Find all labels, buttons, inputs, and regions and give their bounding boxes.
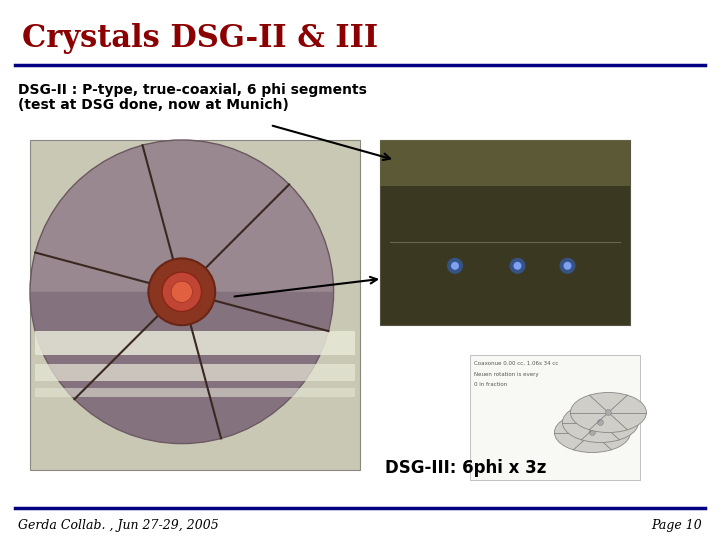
Wedge shape (30, 292, 333, 443)
Circle shape (559, 258, 575, 274)
Circle shape (171, 281, 192, 302)
Circle shape (606, 409, 611, 415)
Bar (35, 364, 355, 381)
Circle shape (148, 259, 215, 325)
Ellipse shape (562, 402, 639, 442)
Bar (35, 332, 355, 354)
Bar (380, 140, 630, 325)
Bar (470, 355, 640, 480)
Text: DSG-II : P-type, true-coaxial, 6 phi segments: DSG-II : P-type, true-coaxial, 6 phi seg… (18, 83, 367, 97)
Text: Gerda Collab. , Jun 27-29, 2005: Gerda Collab. , Jun 27-29, 2005 (18, 518, 219, 531)
Text: Coaxonue 0.00 cc, 1.06s 34 cc: Coaxonue 0.00 cc, 1.06s 34 cc (474, 361, 559, 366)
Circle shape (162, 272, 202, 312)
Text: Neuen rotation is every: Neuen rotation is every (474, 372, 539, 377)
Text: Crystals DSG-II & III: Crystals DSG-II & III (22, 23, 378, 53)
Text: (test at DSG done, now at Munich): (test at DSG done, now at Munich) (18, 98, 289, 112)
Bar (380, 140, 630, 186)
Circle shape (510, 258, 526, 274)
Circle shape (590, 429, 595, 435)
Circle shape (447, 258, 463, 274)
Circle shape (598, 420, 603, 426)
Bar (30, 140, 360, 470)
Circle shape (30, 140, 333, 443)
Bar (35, 388, 355, 397)
Circle shape (513, 262, 521, 270)
Ellipse shape (554, 413, 631, 453)
Text: DSG-III: 6phi x 3z: DSG-III: 6phi x 3z (385, 459, 546, 477)
Ellipse shape (570, 393, 647, 433)
Text: Page 10: Page 10 (652, 518, 702, 531)
Circle shape (451, 262, 459, 270)
Text: 0 in fraction: 0 in fraction (474, 382, 508, 387)
Circle shape (564, 262, 572, 270)
